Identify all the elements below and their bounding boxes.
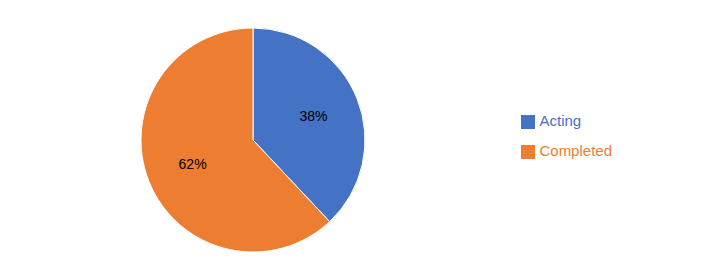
html-text:Acting: Acting — [539, 111, 582, 129]
html-text:Completed: Completed — [539, 141, 612, 159]
svg-text:38%: 38% — [299, 108, 327, 124]
svg-text:62%: 62% — [179, 156, 207, 172]
